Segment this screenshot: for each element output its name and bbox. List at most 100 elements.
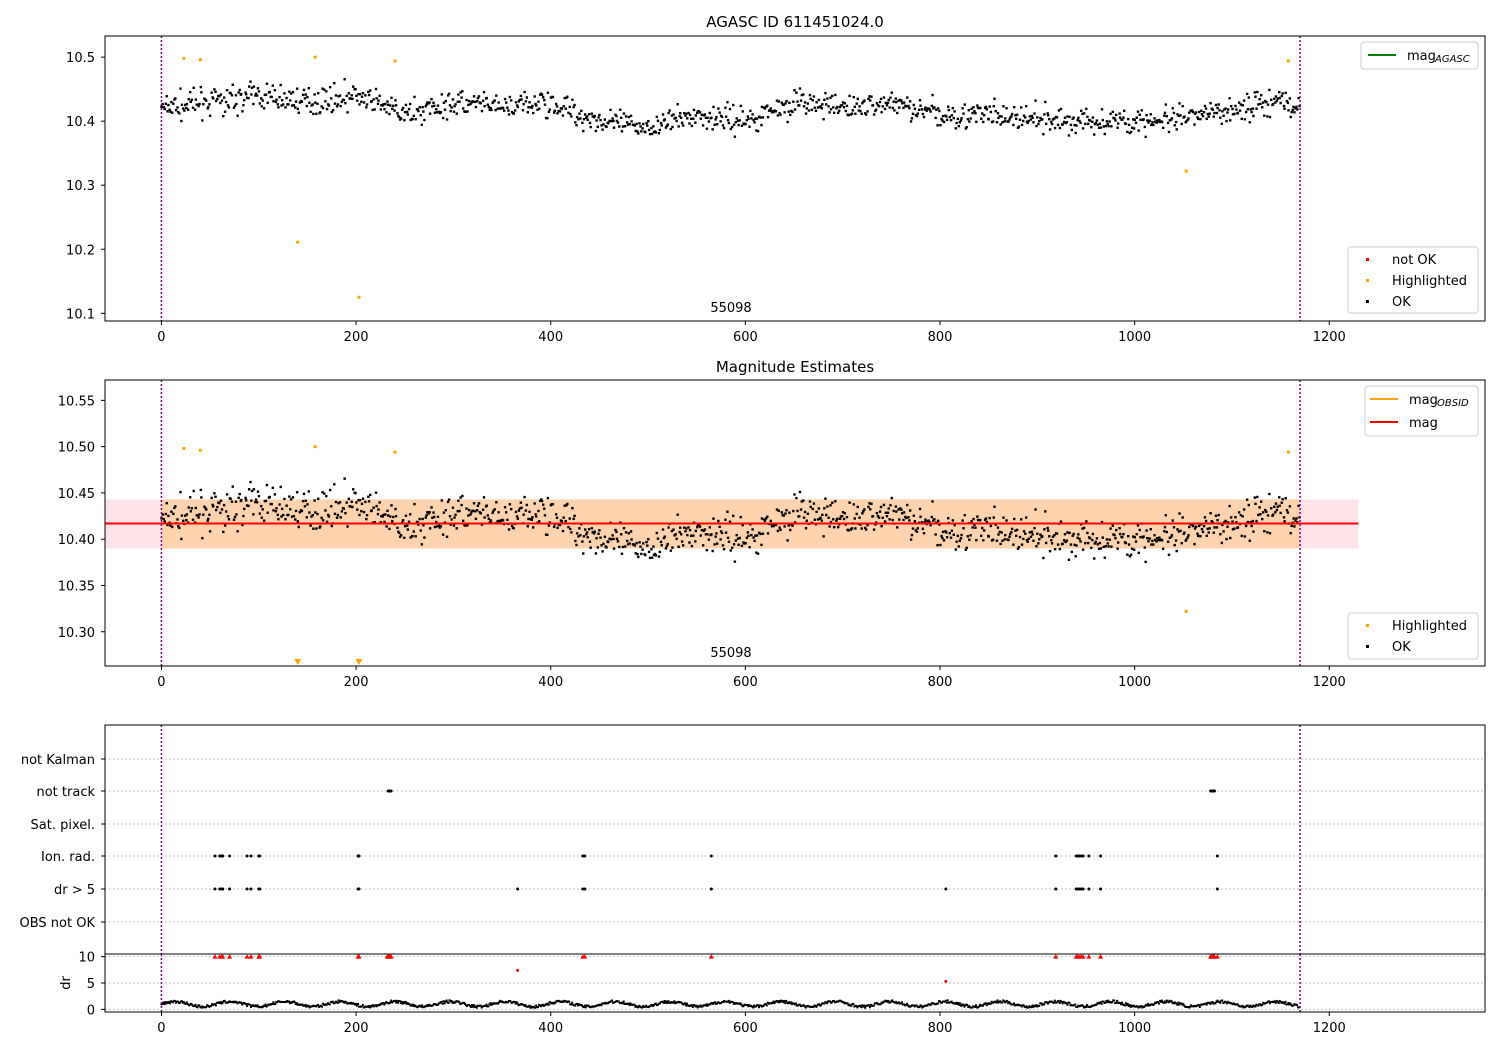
ok-point — [1068, 531, 1071, 535]
ok-point — [1217, 513, 1220, 517]
ok-point — [698, 525, 702, 528]
ok-point — [853, 517, 856, 520]
ok-point — [808, 500, 812, 503]
ok-point — [482, 496, 486, 499]
ok-point — [875, 511, 879, 515]
ok-point — [185, 518, 188, 522]
ok-point — [453, 516, 456, 519]
dr-point — [384, 1002, 387, 1005]
ok-point — [1204, 107, 1208, 110]
ok-point — [1221, 110, 1224, 113]
ok-point — [1086, 531, 1089, 535]
ok-point — [812, 95, 816, 98]
ok-point — [268, 90, 271, 94]
ok-point — [1190, 109, 1194, 112]
ok-point — [230, 94, 234, 97]
flag-point — [221, 854, 225, 858]
ok-point — [912, 103, 915, 107]
ok-point — [900, 102, 904, 105]
ok-point — [307, 490, 310, 493]
dr-point — [1057, 1000, 1060, 1003]
ok-point — [869, 508, 872, 511]
ok-point — [1170, 117, 1174, 120]
ok-point — [1226, 108, 1230, 111]
ok-point — [734, 120, 738, 124]
ok-point — [989, 524, 993, 528]
ok-point — [226, 104, 230, 107]
dr-point — [479, 1004, 482, 1007]
ok-point — [337, 501, 340, 505]
ok-point — [345, 501, 348, 504]
ok-point — [194, 506, 198, 510]
ok-point — [1024, 516, 1028, 519]
ok-point — [645, 121, 648, 125]
ok-point — [1160, 120, 1164, 124]
ok-point — [898, 518, 901, 521]
ok-point — [330, 524, 333, 528]
ok-point — [788, 511, 791, 514]
ok-point — [435, 108, 438, 111]
ok-point — [1065, 121, 1069, 124]
ok-point — [1167, 130, 1171, 134]
legend-mag-obsid-label: mag — [1409, 393, 1438, 408]
ok-point — [789, 113, 792, 117]
ok-point — [282, 103, 285, 106]
clipped-high-marker — [212, 954, 218, 959]
dr-point — [815, 1005, 818, 1008]
ok-point — [600, 544, 603, 547]
ok-point — [1098, 122, 1102, 126]
ok-point — [625, 121, 629, 124]
ok-point — [1128, 555, 1132, 558]
ok-point — [1109, 527, 1112, 530]
ok-point — [436, 104, 440, 107]
ok-point — [543, 98, 546, 102]
dr-point — [829, 1000, 832, 1003]
dr-point — [666, 1001, 669, 1004]
ok-point — [179, 87, 182, 90]
ok-point — [747, 117, 750, 121]
ok-point — [1296, 520, 1299, 524]
ok-point — [1153, 120, 1157, 123]
ok-point — [823, 98, 826, 101]
ok-point — [535, 104, 538, 107]
ok-point — [1139, 118, 1142, 121]
ok-point — [1261, 101, 1265, 104]
ok-point — [290, 515, 294, 518]
ok-point — [989, 110, 993, 114]
ok-point — [344, 511, 347, 515]
ok-point — [877, 105, 881, 108]
ok-point — [867, 505, 870, 509]
ok-point — [526, 525, 529, 528]
ok-point — [461, 90, 464, 93]
ok-point — [1007, 538, 1010, 542]
ok-point — [820, 519, 823, 522]
ok-point — [810, 108, 814, 112]
ok-point — [737, 543, 740, 546]
ok-point — [891, 106, 894, 110]
dr-point — [791, 1003, 794, 1006]
ok-point — [1121, 118, 1124, 121]
ok-point — [205, 508, 208, 511]
ok-point — [1002, 105, 1005, 108]
dr-point — [1251, 1006, 1254, 1009]
dr-point — [553, 1002, 556, 1005]
ok-point — [1229, 119, 1232, 122]
ok-point — [1155, 537, 1159, 540]
ok-point — [489, 519, 492, 522]
legend-highlighted-marker — [1366, 279, 1369, 282]
ok-point — [872, 113, 876, 116]
ok-point — [1248, 539, 1251, 542]
highlighted-point — [393, 59, 397, 63]
ok-point — [1293, 111, 1296, 114]
ok-point — [1274, 511, 1277, 514]
ok-point — [290, 104, 294, 107]
ok-point — [328, 488, 332, 492]
dr-point — [317, 1003, 320, 1006]
ok-point — [608, 537, 611, 540]
ok-point — [1176, 113, 1179, 116]
ok-point — [510, 507, 513, 511]
ok-point — [618, 125, 621, 128]
ok-point — [447, 92, 451, 96]
ok-point — [471, 509, 475, 513]
ok-point — [1010, 115, 1013, 118]
